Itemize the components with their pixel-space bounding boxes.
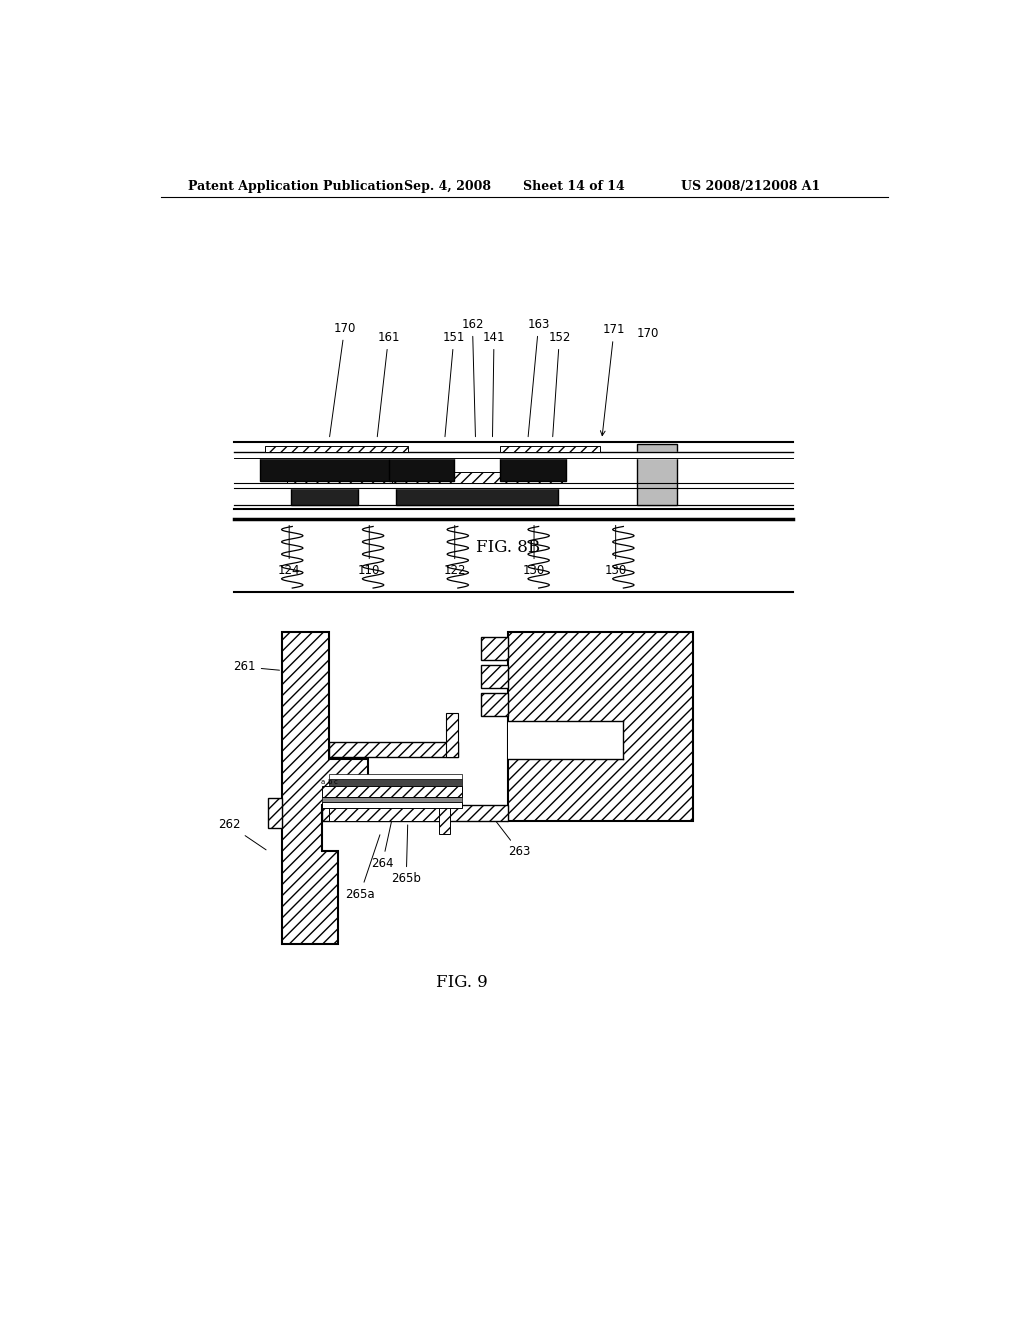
Text: 263: 263 [495, 818, 530, 858]
Polygon shape [508, 721, 624, 759]
Text: 163: 163 [527, 318, 550, 437]
Text: 130: 130 [604, 525, 627, 577]
Text: 262: 262 [218, 818, 266, 850]
Polygon shape [322, 803, 462, 808]
Polygon shape [268, 797, 283, 829]
Text: 124: 124 [278, 525, 300, 577]
Text: a: a [321, 779, 326, 785]
Polygon shape [322, 785, 462, 797]
Text: 161: 161 [377, 331, 399, 437]
Polygon shape [388, 458, 454, 480]
Text: 170: 170 [637, 327, 659, 341]
Polygon shape [330, 742, 458, 758]
Polygon shape [392, 471, 562, 483]
Polygon shape [260, 458, 403, 480]
Polygon shape [508, 466, 562, 471]
Polygon shape [265, 446, 408, 451]
Polygon shape [446, 713, 458, 758]
Text: 261: 261 [233, 660, 280, 673]
Polygon shape [500, 446, 600, 451]
Text: FIG. 8B: FIG. 8B [476, 539, 540, 556]
Text: 170: 170 [330, 322, 355, 437]
Text: 264: 264 [371, 820, 393, 870]
Text: 122: 122 [443, 525, 466, 577]
Polygon shape [481, 693, 508, 715]
Polygon shape [287, 466, 400, 471]
Polygon shape [481, 638, 508, 660]
Polygon shape [508, 632, 692, 821]
Text: b: b [327, 779, 332, 785]
Polygon shape [322, 797, 462, 803]
Text: 152: 152 [548, 331, 570, 437]
Polygon shape [500, 458, 565, 480]
Text: 110: 110 [358, 525, 381, 577]
Polygon shape [287, 471, 400, 483]
Polygon shape [392, 466, 446, 471]
Polygon shape [322, 805, 508, 821]
Text: 171: 171 [600, 323, 626, 436]
Text: Patent Application Publication: Patent Application Publication [188, 181, 403, 194]
Text: US 2008/212008 A1: US 2008/212008 A1 [681, 181, 820, 194]
Text: 265b: 265b [391, 825, 421, 886]
Polygon shape [330, 775, 462, 779]
Text: 151: 151 [442, 331, 465, 437]
Polygon shape [481, 665, 508, 688]
Polygon shape [330, 779, 462, 785]
Polygon shape [637, 444, 677, 506]
Polygon shape [291, 488, 357, 506]
Polygon shape [283, 632, 368, 944]
Text: 130: 130 [523, 525, 545, 577]
Text: Sheet 14 of 14: Sheet 14 of 14 [523, 181, 625, 194]
Text: FIG. 9: FIG. 9 [436, 974, 487, 991]
Text: 162: 162 [461, 318, 483, 437]
Polygon shape [396, 488, 558, 506]
Polygon shape [330, 808, 451, 821]
Text: 141: 141 [482, 331, 505, 437]
Polygon shape [438, 808, 451, 834]
Text: 265a: 265a [345, 834, 380, 900]
Text: Sep. 4, 2008: Sep. 4, 2008 [403, 181, 490, 194]
Text: c: c [334, 779, 337, 785]
